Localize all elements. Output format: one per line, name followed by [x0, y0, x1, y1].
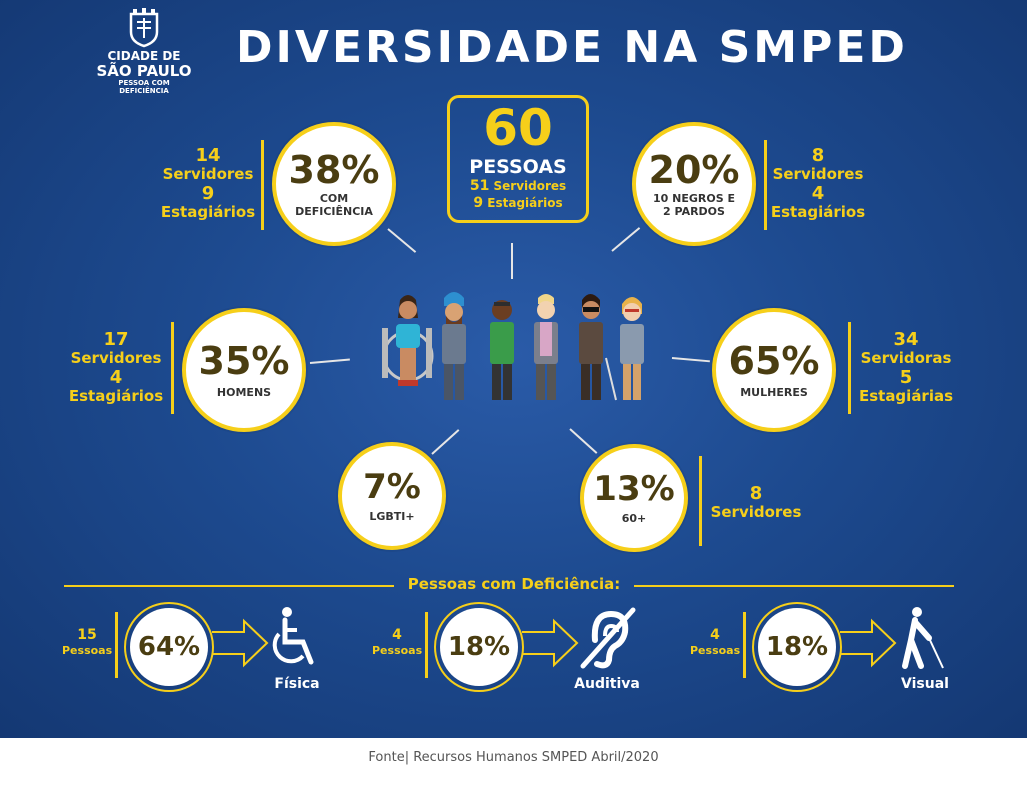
deficiency-fisica: 15 Pessoas 64% Física [62, 600, 372, 700]
stat-circle-mulheres: 65% MULHERES [712, 308, 836, 432]
total-estagiarios: 9 Estagiários [473, 195, 563, 211]
section-rule-left [64, 585, 394, 587]
mulheres-counts: 34 Servidoras 5 Estagiárias [858, 329, 954, 405]
deficiency-percent: 64% [130, 608, 208, 686]
connector-line [309, 358, 350, 364]
person-man-pink [534, 294, 558, 400]
wheelchair-icon [272, 607, 314, 665]
deficiencia-counts: 14 Servidores 9 Estagiários [160, 145, 256, 221]
section-rule-right [634, 585, 954, 587]
page-title: DIVERSIDADE NA SMPED [236, 22, 908, 73]
infographic-panel: CIDADE DE SÃO PAULO PESSOA COM DEFICIÊNC… [0, 0, 1027, 738]
person-turban-man [442, 292, 466, 400]
connector-line [671, 357, 710, 363]
connector-line [569, 428, 598, 454]
deficiency-count: 4 Pessoas [372, 627, 423, 658]
divider [261, 140, 264, 230]
person-blind-man [579, 294, 617, 401]
stat-circle-homens: 35% HOMENS [182, 308, 306, 432]
blind-person-icon [902, 607, 944, 669]
stat-circle-deficiencia: 38% COM DEFICIÊNCIA [272, 122, 396, 246]
coat-of-arms-icon [129, 8, 159, 48]
deficiency-name: Auditiva [574, 676, 640, 692]
total-servidores: 51 Servidores [469, 178, 567, 194]
connector-line [511, 243, 513, 279]
total-label: PESSOAS [469, 156, 567, 178]
homens-counts: 17 Servidores 4 Estagiários [68, 329, 164, 405]
hearing-impaired-icon [580, 607, 636, 669]
total-box: 60 PESSOAS 51 Servidores 9 Estagiários [447, 95, 589, 223]
total-number: 60 [483, 99, 553, 157]
percent-ring [434, 602, 524, 692]
divider [848, 322, 851, 414]
deficiency-percent: 18% [440, 608, 518, 686]
city-logo: CIDADE DE SÃO PAULO PESSOA COM DEFICIÊNC… [84, 8, 204, 95]
divider [425, 612, 428, 678]
logo-line-1: CIDADE DE [107, 49, 181, 63]
deficiency-visual: 4 Pessoas 18% Visual [690, 600, 1000, 700]
percent-ring [752, 602, 842, 692]
arrow-right-icon [212, 618, 269, 668]
deficiency-count: 15 Pessoas [62, 627, 113, 658]
connector-line [387, 228, 417, 253]
stat-circle-lgbti: 7% LGBTI+ [338, 442, 446, 550]
section-title: Pessoas com Deficiência: [407, 575, 621, 593]
stat-circle-negros: 20% 10 NEGROS E 2 PARDOS [632, 122, 756, 246]
connector-line [611, 227, 641, 252]
logo-line-2: SÃO PAULO [96, 62, 192, 80]
negros-counts: 8 Servidores 4 Estagiários [770, 145, 866, 221]
divider [171, 322, 174, 414]
logo-line-4: DEFICIÊNCIA [119, 87, 169, 95]
percent-ring [124, 602, 214, 692]
divider [764, 140, 767, 230]
logo-line-3: PESSOA COM [118, 79, 170, 87]
deficiency-auditiva: 4 Pessoas 18% Auditiva [372, 600, 682, 700]
divider [743, 612, 746, 678]
divider [115, 612, 118, 678]
person-older-woman [620, 297, 644, 400]
deficiency-name: Visual [901, 676, 949, 692]
person-man-green [490, 300, 514, 400]
deficiency-percent: 18% [758, 608, 836, 686]
source-footer: Fonte| Recursos Humanos SMPED Abril/2020 [0, 738, 1027, 790]
stat-circle-idosos: 13% 60+ [580, 444, 688, 552]
divider [699, 456, 702, 546]
deficiency-count: 4 Pessoas [690, 627, 741, 658]
arrow-right-icon [840, 618, 897, 668]
person-wheelchair-woman [382, 295, 434, 386]
people-illustration [382, 292, 644, 401]
deficiency-name: Física [274, 676, 320, 692]
idosos-counts: 8 Servidores [710, 483, 802, 521]
arrow-right-icon [522, 618, 579, 668]
connector-line [431, 429, 460, 455]
